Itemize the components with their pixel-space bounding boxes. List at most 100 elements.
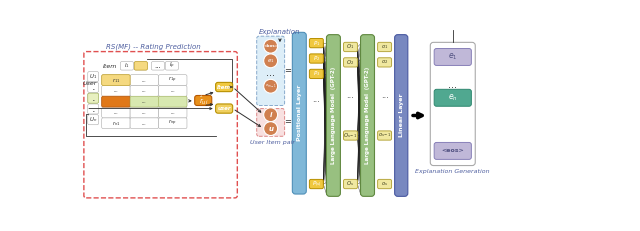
Text: $o_1$: $o_1$ bbox=[381, 43, 388, 51]
FancyBboxPatch shape bbox=[102, 107, 130, 118]
Text: i: i bbox=[269, 112, 272, 118]
Text: user: user bbox=[218, 106, 231, 111]
Text: <bos>: <bos> bbox=[263, 44, 278, 48]
FancyBboxPatch shape bbox=[159, 107, 187, 118]
Text: $P_{|s|}$: $P_{|s|}$ bbox=[312, 180, 321, 188]
FancyBboxPatch shape bbox=[326, 35, 340, 196]
FancyBboxPatch shape bbox=[344, 42, 358, 52]
FancyBboxPatch shape bbox=[344, 131, 358, 140]
Text: Large Language Model  (GPT-2): Large Language Model (GPT-2) bbox=[331, 67, 336, 164]
Text: $e_1$: $e_1$ bbox=[448, 52, 458, 62]
FancyBboxPatch shape bbox=[434, 49, 472, 65]
FancyBboxPatch shape bbox=[430, 42, 476, 166]
Text: =: = bbox=[284, 117, 291, 126]
FancyBboxPatch shape bbox=[102, 75, 130, 85]
Text: .: . bbox=[92, 93, 95, 103]
Text: $o_2$: $o_2$ bbox=[381, 58, 388, 66]
FancyBboxPatch shape bbox=[102, 118, 130, 129]
FancyBboxPatch shape bbox=[102, 96, 130, 107]
Text: $r_{n1}$: $r_{n1}$ bbox=[111, 119, 120, 128]
FancyBboxPatch shape bbox=[88, 82, 99, 92]
Text: ...: ... bbox=[113, 88, 118, 93]
Text: ...: ... bbox=[346, 91, 355, 100]
Text: ...: ... bbox=[142, 78, 147, 82]
FancyBboxPatch shape bbox=[378, 42, 392, 52]
Text: $r_{11}$: $r_{11}$ bbox=[111, 76, 120, 85]
Text: $r_{np}$: $r_{np}$ bbox=[168, 118, 177, 128]
FancyBboxPatch shape bbox=[159, 75, 187, 85]
FancyBboxPatch shape bbox=[257, 36, 285, 106]
Text: $r_{1p}$: $r_{1p}$ bbox=[168, 75, 177, 85]
Text: $e_1$: $e_1$ bbox=[267, 57, 275, 65]
Text: User Item pair: User Item pair bbox=[250, 140, 294, 145]
FancyBboxPatch shape bbox=[130, 75, 159, 85]
Text: $P_2$: $P_2$ bbox=[313, 54, 320, 63]
FancyBboxPatch shape bbox=[378, 131, 392, 140]
FancyBboxPatch shape bbox=[130, 85, 159, 96]
Text: $o_{s-1}$: $o_{s-1}$ bbox=[378, 132, 392, 140]
FancyBboxPatch shape bbox=[134, 62, 147, 70]
Text: $P_1$: $P_1$ bbox=[313, 39, 320, 48]
FancyBboxPatch shape bbox=[344, 179, 358, 189]
Text: ...: ... bbox=[170, 88, 175, 93]
Text: Item: Item bbox=[103, 64, 117, 69]
Text: $\hat{r}_{ui}$: $\hat{r}_{ui}$ bbox=[198, 94, 208, 107]
FancyBboxPatch shape bbox=[151, 62, 164, 70]
FancyBboxPatch shape bbox=[159, 96, 187, 107]
Text: Explanation Generation: Explanation Generation bbox=[415, 169, 490, 174]
Text: $o_s$: $o_s$ bbox=[381, 180, 388, 188]
FancyBboxPatch shape bbox=[395, 35, 408, 196]
FancyBboxPatch shape bbox=[195, 95, 212, 106]
Text: ...: ... bbox=[266, 68, 275, 78]
Text: $U_n$: $U_n$ bbox=[89, 115, 97, 124]
FancyBboxPatch shape bbox=[159, 85, 187, 96]
Text: ...: ... bbox=[448, 80, 457, 90]
FancyBboxPatch shape bbox=[88, 115, 99, 125]
Text: ...: ... bbox=[142, 99, 147, 104]
Text: ...: ... bbox=[142, 88, 147, 93]
Circle shape bbox=[264, 39, 278, 53]
FancyBboxPatch shape bbox=[309, 179, 323, 189]
FancyBboxPatch shape bbox=[130, 118, 159, 129]
Text: $I_1$: $I_1$ bbox=[124, 61, 130, 70]
FancyBboxPatch shape bbox=[159, 96, 187, 107]
FancyBboxPatch shape bbox=[88, 104, 99, 114]
Text: $O_{s-1}$: $O_{s-1}$ bbox=[343, 131, 358, 140]
FancyBboxPatch shape bbox=[88, 72, 99, 82]
Text: RS(MF) -- Rating Prediction: RS(MF) -- Rating Prediction bbox=[106, 43, 201, 49]
FancyBboxPatch shape bbox=[130, 96, 159, 107]
FancyBboxPatch shape bbox=[102, 75, 130, 85]
FancyBboxPatch shape bbox=[216, 82, 233, 92]
Text: $O_s$: $O_s$ bbox=[346, 179, 355, 188]
FancyBboxPatch shape bbox=[88, 93, 99, 103]
Text: Large Language Model  (GPT-2): Large Language Model (GPT-2) bbox=[365, 67, 370, 164]
FancyBboxPatch shape bbox=[102, 85, 130, 96]
Text: $e_{m-1}$: $e_{m-1}$ bbox=[265, 82, 276, 90]
Text: Positional Layer: Positional Layer bbox=[297, 85, 302, 141]
Text: u: u bbox=[268, 126, 273, 132]
Text: $P_3$: $P_3$ bbox=[313, 70, 320, 78]
Text: Linear Layer: Linear Layer bbox=[399, 94, 404, 137]
Text: ...: ... bbox=[312, 95, 320, 104]
Text: $O_1$: $O_1$ bbox=[346, 43, 355, 52]
Text: $e_n$: $e_n$ bbox=[448, 93, 458, 103]
FancyBboxPatch shape bbox=[134, 62, 147, 70]
FancyBboxPatch shape bbox=[309, 69, 323, 79]
FancyBboxPatch shape bbox=[344, 58, 358, 67]
Text: ...: ... bbox=[142, 110, 147, 115]
FancyBboxPatch shape bbox=[309, 54, 323, 63]
Text: =: = bbox=[284, 66, 291, 75]
FancyBboxPatch shape bbox=[216, 104, 233, 113]
Text: Explanation: Explanation bbox=[259, 29, 301, 35]
FancyBboxPatch shape bbox=[120, 62, 134, 70]
Text: ...: ... bbox=[142, 121, 147, 126]
Text: ...: ... bbox=[154, 63, 161, 69]
FancyBboxPatch shape bbox=[88, 93, 99, 103]
Text: .: . bbox=[92, 82, 95, 92]
FancyBboxPatch shape bbox=[434, 143, 472, 159]
FancyBboxPatch shape bbox=[165, 62, 179, 70]
FancyBboxPatch shape bbox=[378, 179, 392, 189]
FancyBboxPatch shape bbox=[434, 89, 472, 106]
Circle shape bbox=[264, 122, 278, 136]
Text: .: . bbox=[92, 104, 95, 114]
